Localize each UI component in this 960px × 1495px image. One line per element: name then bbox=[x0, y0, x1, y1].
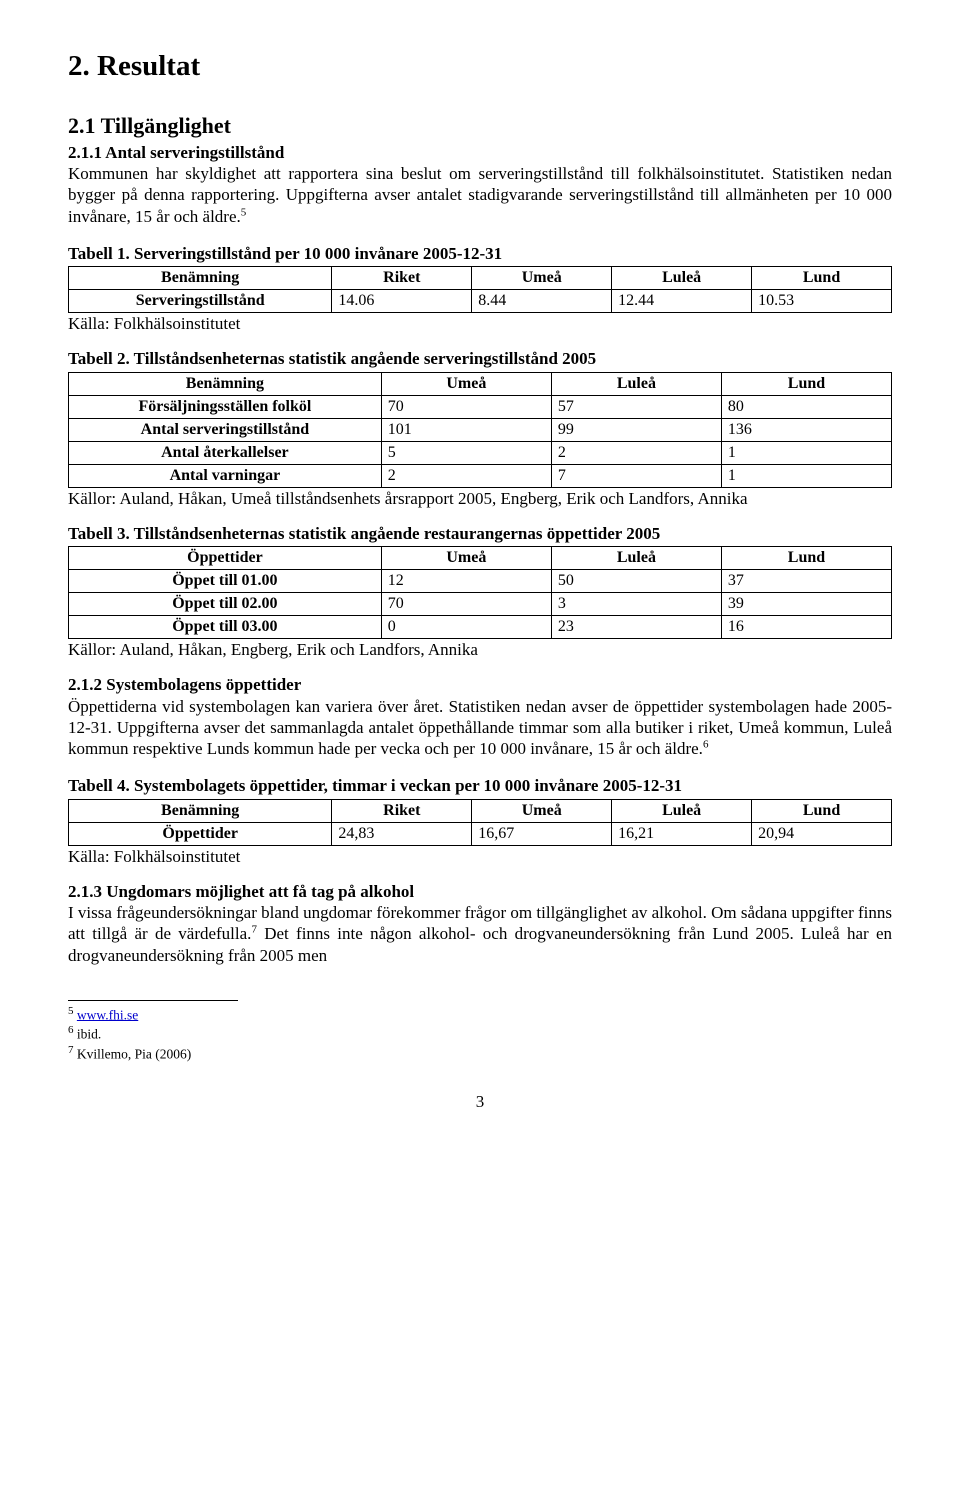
table3-r1-label: Öppet till 02.00 bbox=[69, 593, 382, 616]
paragraph-2-text: Öppettiderna vid systembolagen kan varie… bbox=[68, 697, 892, 759]
footnote-divider bbox=[68, 1000, 238, 1001]
table3-r2-c2: 16 bbox=[721, 616, 891, 639]
table1-c1: 8.44 bbox=[472, 290, 612, 313]
paragraph-1-text: Kommunen har skyldighet att rapportera s… bbox=[68, 164, 892, 226]
table3-h3: Lund bbox=[721, 547, 891, 570]
table2-r1-c2: 136 bbox=[721, 418, 891, 441]
table2-h3: Lund bbox=[721, 372, 891, 395]
table1-h4: Lund bbox=[752, 267, 892, 290]
heading-2-1-2: 2.1.2 Systembolagens öppettider bbox=[68, 675, 301, 694]
table2-r0-label: Försäljningsställen folköl bbox=[69, 395, 382, 418]
table-row: Antal varningar 2 7 1 bbox=[69, 464, 892, 487]
table1-h2: Umeå bbox=[472, 267, 612, 290]
table3-caption: Tabell 3. Tillståndsenheternas statistik… bbox=[68, 523, 892, 544]
footnote-ref-5: 5 bbox=[241, 206, 247, 218]
table-row: Antal serveringstillstånd 101 99 136 bbox=[69, 418, 892, 441]
table3-h1: Umeå bbox=[381, 547, 551, 570]
table4-h2: Umeå bbox=[472, 799, 612, 822]
table2-r0-c0: 70 bbox=[381, 395, 551, 418]
table2-r2-c1: 2 bbox=[551, 441, 721, 464]
footnote-5-link[interactable]: www.fhi.se bbox=[77, 1007, 138, 1022]
table4: Benämning Riket Umeå Luleå Lund Öppettid… bbox=[68, 799, 892, 846]
table2-caption: Tabell 2. Tillståndsenheternas statistik… bbox=[68, 348, 892, 369]
table4-h0: Benämning bbox=[69, 799, 332, 822]
section-2-1-2: 2.1.2 Systembolagens öppettider Öppettid… bbox=[68, 674, 892, 759]
table2-h2: Luleå bbox=[551, 372, 721, 395]
table-row: Öppet till 03.00 0 23 16 bbox=[69, 616, 892, 639]
table-row: Försäljningsställen folköl 70 57 80 bbox=[69, 395, 892, 418]
table-row: Antal återkallelser 5 2 1 bbox=[69, 441, 892, 464]
table2-r3-c1: 7 bbox=[551, 464, 721, 487]
table4-source: Källa: Folkhälsoinstitutet bbox=[68, 846, 892, 867]
table2-r0-c1: 57 bbox=[551, 395, 721, 418]
table-row: Öppet till 01.00 12 50 37 bbox=[69, 570, 892, 593]
table4-caption: Tabell 4. Systembolagets öppettider, tim… bbox=[68, 775, 892, 796]
table1-caption: Tabell 1. Serveringstillstånd per 10 000… bbox=[68, 243, 892, 264]
table4-c0: 24,83 bbox=[332, 822, 472, 845]
table2-r1-c1: 99 bbox=[551, 418, 721, 441]
heading-tillganglighet: 2.1 Tillgänglighet bbox=[68, 112, 892, 140]
table4-h1: Riket bbox=[332, 799, 472, 822]
table3-r2-label: Öppet till 03.00 bbox=[69, 616, 382, 639]
table3-r1-c2: 39 bbox=[721, 593, 891, 616]
table2: Benämning Umeå Luleå Lund Försäljningsst… bbox=[68, 372, 892, 488]
footnote-5-num: 5 bbox=[68, 1005, 74, 1017]
table2-r3-c0: 2 bbox=[381, 464, 551, 487]
heading-2-1-1: 2.1.1 Antal serveringstillstånd bbox=[68, 143, 284, 162]
table1-c2: 12.44 bbox=[612, 290, 752, 313]
table4-h3: Luleå bbox=[612, 799, 752, 822]
table1-h0: Benämning bbox=[69, 267, 332, 290]
table3-r2-c0: 0 bbox=[381, 616, 551, 639]
heading-resultat: 2. Resultat bbox=[68, 48, 892, 84]
footnote-5: 5 www.fhi.se bbox=[68, 1005, 892, 1024]
table-row: Öppettider 24,83 16,67 16,21 20,94 bbox=[69, 822, 892, 845]
table1-rowlabel: Serveringstillstånd bbox=[69, 290, 332, 313]
table3-r2-c1: 23 bbox=[551, 616, 721, 639]
table2-h0: Benämning bbox=[69, 372, 382, 395]
table2-h1: Umeå bbox=[381, 372, 551, 395]
table-row: Öppet till 02.00 70 3 39 bbox=[69, 593, 892, 616]
section-2-1-1-intro: 2.1.1 Antal serveringstillstånd Kommunen… bbox=[68, 142, 892, 227]
table4-rowlabel: Öppettider bbox=[69, 822, 332, 845]
footnote-7-text: Kvillemo, Pia (2006) bbox=[74, 1046, 192, 1061]
footnote-6-text: ibid. bbox=[74, 1027, 102, 1042]
table3-source: Källor: Auland, Håkan, Engberg, Erik och… bbox=[68, 639, 892, 660]
table2-r1-c0: 101 bbox=[381, 418, 551, 441]
footnote-ref-6: 6 bbox=[703, 738, 709, 750]
footnotes: 5 www.fhi.se 6 ibid. 7 Kvillemo, Pia (20… bbox=[68, 1005, 892, 1063]
table3-h0: Öppettider bbox=[69, 547, 382, 570]
table4-c2: 16,21 bbox=[612, 822, 752, 845]
table4-c3: 20,94 bbox=[752, 822, 892, 845]
footnote-6: 6 ibid. bbox=[68, 1024, 892, 1043]
table3-h2: Luleå bbox=[551, 547, 721, 570]
page-number: 3 bbox=[68, 1091, 892, 1112]
table-row: Serveringstillstånd 14.06 8.44 12.44 10.… bbox=[69, 290, 892, 313]
footnote-7: 7 Kvillemo, Pia (2006) bbox=[68, 1044, 892, 1063]
table3-r0-c2: 37 bbox=[721, 570, 891, 593]
table4-h4: Lund bbox=[752, 799, 892, 822]
table3-r1-c0: 70 bbox=[381, 593, 551, 616]
table2-r1-label: Antal serveringstillstånd bbox=[69, 418, 382, 441]
table3-r1-c1: 3 bbox=[551, 593, 721, 616]
table2-r2-label: Antal återkallelser bbox=[69, 441, 382, 464]
table2-r2-c0: 5 bbox=[381, 441, 551, 464]
table1-c0: 14.06 bbox=[332, 290, 472, 313]
section-2-1-3: 2.1.3 Ungdomars möjlighet att få tag på … bbox=[68, 881, 892, 966]
table1-h1: Riket bbox=[332, 267, 472, 290]
table3-r0-c1: 50 bbox=[551, 570, 721, 593]
table3: Öppettider Umeå Luleå Lund Öppet till 01… bbox=[68, 546, 892, 639]
table2-r0-c2: 80 bbox=[721, 395, 891, 418]
table1-h3: Luleå bbox=[612, 267, 752, 290]
table1-c3: 10.53 bbox=[752, 290, 892, 313]
table2-r2-c2: 1 bbox=[721, 441, 891, 464]
table2-r3-label: Antal varningar bbox=[69, 464, 382, 487]
table1-source: Källa: Folkhälsoinstitutet bbox=[68, 313, 892, 334]
table2-r3-c2: 1 bbox=[721, 464, 891, 487]
table3-r0-c0: 12 bbox=[381, 570, 551, 593]
table2-source: Källor: Auland, Håkan, Umeå tillståndsen… bbox=[68, 488, 892, 509]
table4-c1: 16,67 bbox=[472, 822, 612, 845]
table1: Benämning Riket Umeå Luleå Lund Serverin… bbox=[68, 266, 892, 313]
heading-2-1-3: 2.1.3 Ungdomars möjlighet att få tag på … bbox=[68, 882, 414, 901]
table3-r0-label: Öppet till 01.00 bbox=[69, 570, 382, 593]
